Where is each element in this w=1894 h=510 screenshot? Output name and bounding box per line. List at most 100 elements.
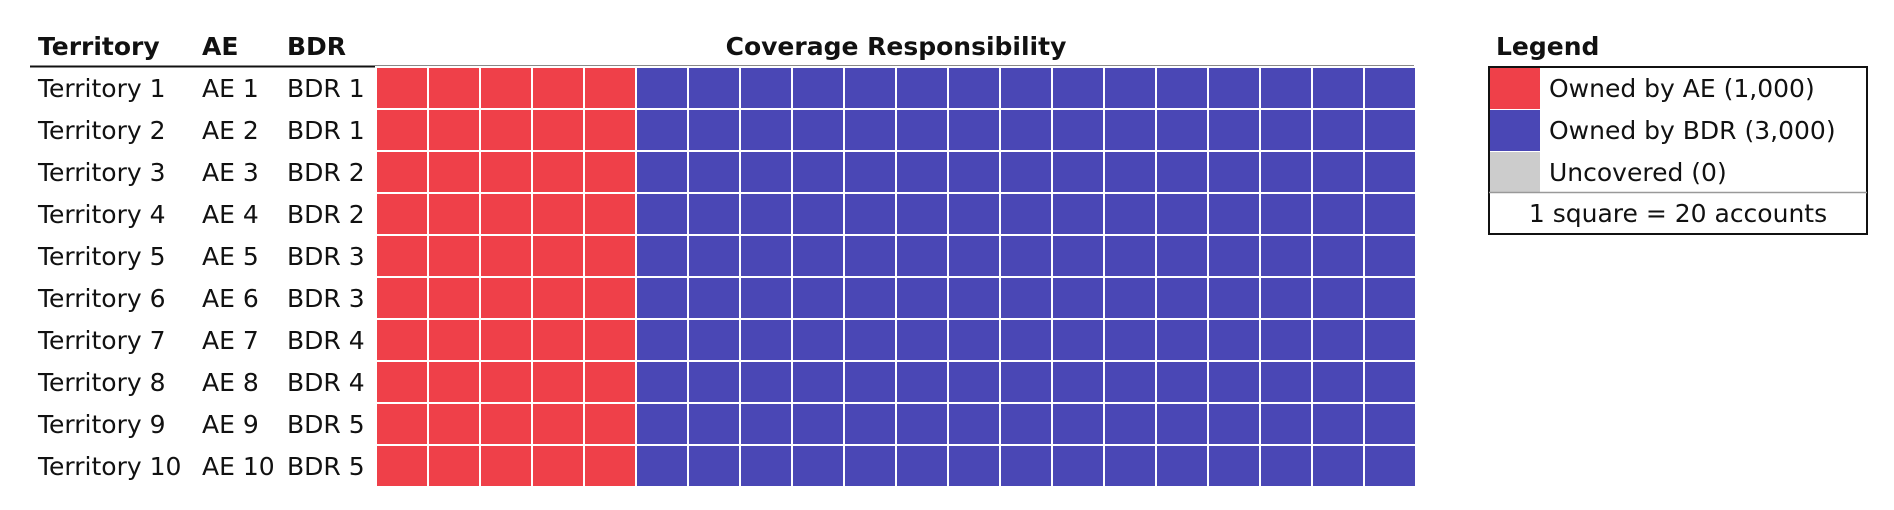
ae-square [583,66,637,110]
column-header-territory: Territory [38,32,160,61]
bdr-square [1363,192,1417,236]
ae-square [583,192,637,236]
bdr-square [791,444,845,488]
bdr-square [1103,192,1157,236]
bdr-square [999,276,1053,320]
bdr-square [895,66,949,110]
ae-square [375,276,429,320]
territory-cell: Territory 8 [37,368,166,397]
bdr-square [1259,192,1313,236]
bdr-cell: BDR 2 [287,200,365,229]
ae-square [375,318,429,362]
bdr-square [1363,66,1417,110]
bdr-square [739,66,793,110]
table-row: Territory 8 AE 8 BDR 4 [37,360,1417,404]
bdr-square [739,276,793,320]
bdr-square [1103,150,1157,194]
bdr-square [791,234,845,278]
bdr-square [1103,66,1157,110]
bdr-square [947,402,1001,446]
bdr-square [947,360,1001,404]
ae-square [531,318,585,362]
legend-label-uncovered: Uncovered (0) [1549,158,1727,187]
ae-square [427,192,481,236]
bdr-square [687,150,741,194]
bdr-square [999,444,1053,488]
bdr-cell: BDR 4 [287,368,365,397]
ae-square [583,402,637,446]
bdr-square [1051,360,1105,404]
column-header-bdr: BDR [287,32,346,61]
bdr-square [1207,444,1261,488]
ae-square [375,108,429,152]
ae-square [583,444,637,488]
bdr-square [687,318,741,362]
bdr-square [687,108,741,152]
bdr-square [999,66,1053,110]
bdr-square [635,192,689,236]
bdr-square [1103,360,1157,404]
bdr-square [1155,192,1209,236]
bdr-square [791,276,845,320]
bdr-square [999,402,1053,446]
bdr-square [1155,402,1209,446]
bdr-square [895,360,949,404]
ae-square [375,234,429,278]
bdr-square [1363,108,1417,152]
bdr-square [791,150,845,194]
table-row: Territory 6 AE 6 BDR 3 [37,276,1417,320]
ae-square [583,360,637,404]
ae-cell: AE 4 [202,200,259,229]
bdr-square [1051,444,1105,488]
table-row: Territory 9 AE 9 BDR 5 [37,402,1417,446]
bdr-square [1363,402,1417,446]
ae-square [427,402,481,446]
bdr-square [635,360,689,404]
bdr-square [1363,444,1417,488]
territory-cell: Territory 1 [37,74,166,103]
bdr-square [843,234,897,278]
ae-cell: AE 6 [202,284,259,313]
bdr-cell: BDR 5 [287,452,365,481]
bdr-square [1259,108,1313,152]
bdr-square [1311,108,1365,152]
bdr-square [1207,318,1261,362]
bdr-square [1259,150,1313,194]
bdr-square [791,402,845,446]
bdr-square [739,444,793,488]
territory-cell: Territory 9 [37,410,166,439]
bdr-square [999,360,1053,404]
ae-square [479,360,533,404]
ae-square [531,234,585,278]
bdr-square [687,402,741,446]
bdr-square [635,402,689,446]
bdr-square [1155,276,1209,320]
bdr-square [791,108,845,152]
bdr-square [843,192,897,236]
bdr-square [843,318,897,362]
bdr-square [895,318,949,362]
bdr-square [999,192,1053,236]
ae-square [479,402,533,446]
ae-square [375,150,429,194]
bdr-square [1311,360,1365,404]
bdr-square [1311,318,1365,362]
bdr-square [635,276,689,320]
ae-square [583,234,637,278]
bdr-square [635,444,689,488]
ae-square [479,234,533,278]
ae-square [531,444,585,488]
bdr-square [1051,66,1105,110]
bdr-square [1103,108,1157,152]
ae-square [583,150,637,194]
bdr-square [1259,66,1313,110]
bdr-square [1051,108,1105,152]
bdr-square [843,402,897,446]
territory-cell: Territory 5 [37,242,166,271]
bdr-square [739,402,793,446]
ae-square [531,66,585,110]
bdr-square [791,360,845,404]
bdr-cell: BDR 3 [287,242,365,271]
bdr-square [843,150,897,194]
